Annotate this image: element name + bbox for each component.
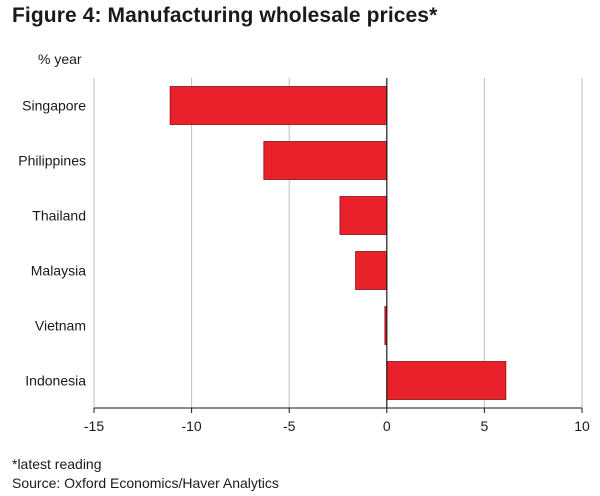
- unit-label: % year: [38, 51, 82, 67]
- chart-title: Figure 4: Manufacturing wholesale prices…: [12, 4, 438, 27]
- x-tick-label: 10: [574, 418, 590, 434]
- source-note: Source: Oxford Economics/Haver Analytics: [12, 475, 279, 491]
- footnote: *latest reading: [12, 456, 102, 472]
- bar-singapore: [169, 86, 388, 125]
- x-tick-label: -10: [181, 418, 201, 434]
- x-tick-label: 5: [481, 418, 489, 434]
- x-tick-label: 0: [383, 418, 391, 434]
- category-label: Singapore: [22, 98, 86, 114]
- category-label: Philippines: [18, 153, 86, 169]
- bar-philippines: [263, 141, 388, 180]
- category-label: Thailand: [32, 208, 86, 224]
- bar-malaysia: [355, 251, 388, 290]
- x-tick-label: -5: [283, 418, 296, 434]
- bar-thailand: [339, 196, 388, 235]
- category-label: Vietnam: [35, 318, 86, 334]
- x-tick-label: -15: [84, 418, 104, 434]
- category-label: Malaysia: [31, 263, 86, 279]
- category-label: Indonesia: [25, 373, 86, 389]
- bar-indonesia: [386, 361, 507, 400]
